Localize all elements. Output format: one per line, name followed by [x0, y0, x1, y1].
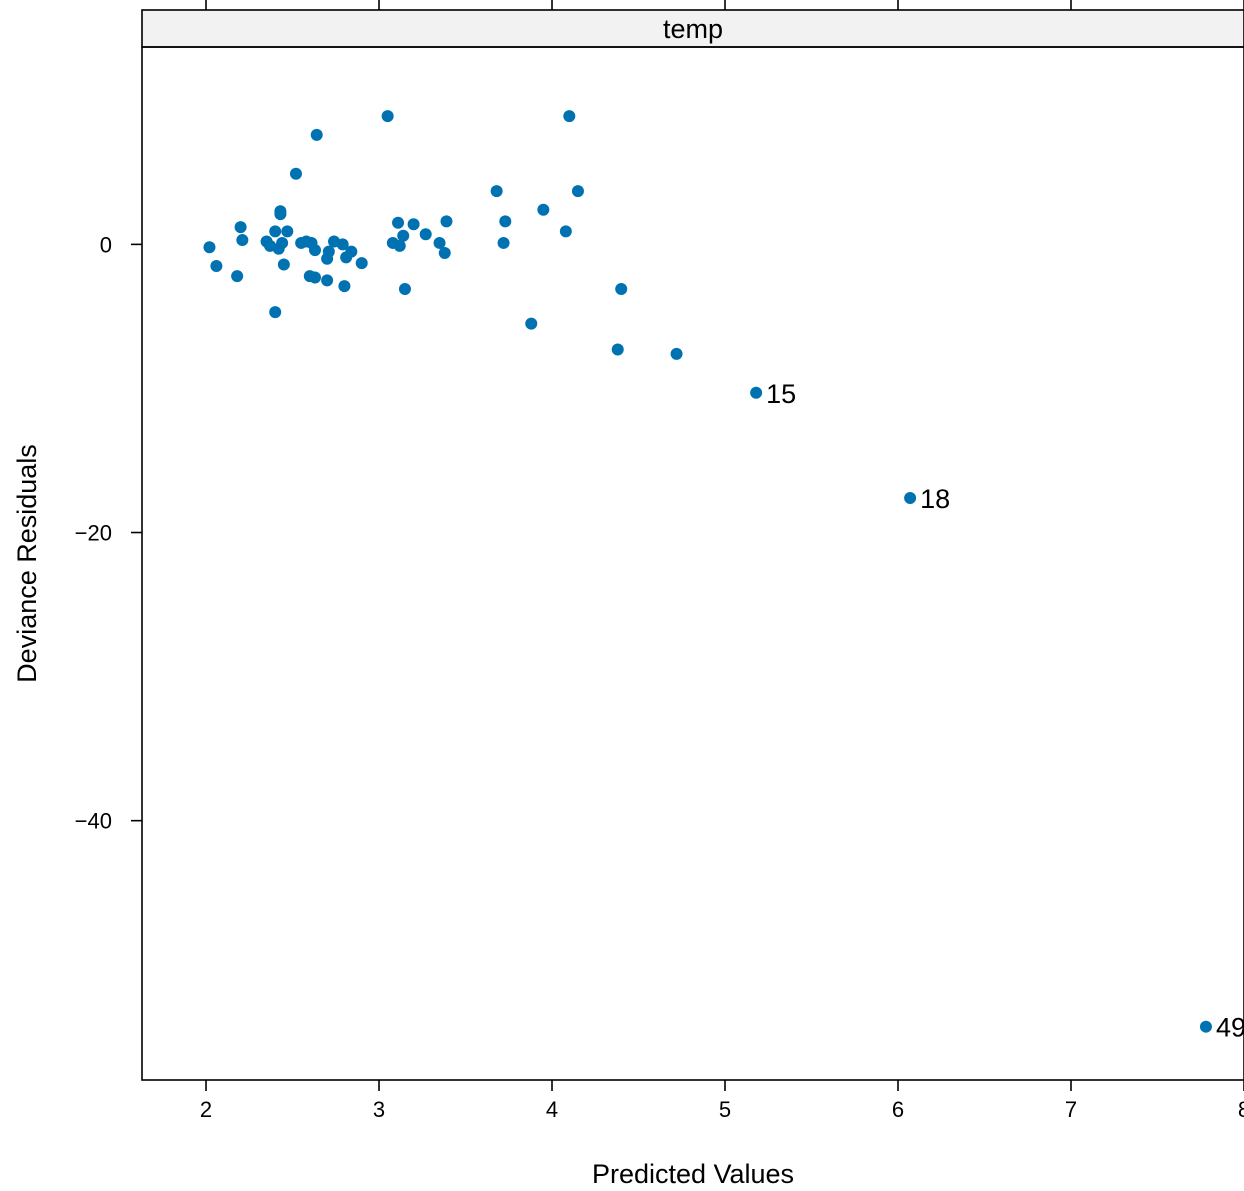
- data-point: [419, 228, 432, 241]
- data-point: [392, 216, 405, 229]
- data-point: [499, 215, 512, 228]
- y-axis: 0 −20 −40: [75, 232, 142, 834]
- data-point: [310, 128, 323, 141]
- data-point: [231, 270, 244, 283]
- data-point: [322, 245, 335, 258]
- panel-title: temp: [663, 14, 723, 44]
- data-point: [563, 110, 576, 123]
- x-tick-label: 4: [546, 1097, 558, 1122]
- data-point: [336, 238, 349, 251]
- data-point: [289, 167, 302, 180]
- x-tick-label: 2: [200, 1097, 212, 1122]
- panel-strip: temp: [141, 9, 1244, 48]
- data-point: [571, 185, 584, 198]
- panel-frame: [141, 46, 1244, 1081]
- data-point: [269, 306, 282, 319]
- data-point: [203, 241, 216, 254]
- data-point: [277, 258, 290, 271]
- y-axis-label: Deviance Residuals: [12, 444, 42, 683]
- data-point: [381, 110, 394, 123]
- point-label: 18: [920, 484, 950, 514]
- x-tick-label: 3: [373, 1097, 385, 1122]
- data-point: [276, 236, 289, 249]
- data-point: [750, 386, 763, 399]
- data-point: [355, 257, 368, 270]
- x-axis: 2 3 4 5 6 7 8: [200, 0, 1244, 1122]
- data-point: [670, 347, 683, 360]
- y-tick-label: −20: [75, 521, 112, 546]
- point-label: 15: [766, 379, 796, 409]
- x-tick-label: 8: [1238, 1097, 1244, 1122]
- x-axis-label: Predicted Values: [592, 1159, 794, 1189]
- data-point: [525, 317, 538, 330]
- data-point: [274, 208, 287, 221]
- data-point: [398, 283, 411, 296]
- data-point: [345, 245, 358, 258]
- data-point: [269, 225, 282, 238]
- y-tick-label: 0: [100, 232, 112, 257]
- data-point: [904, 491, 917, 504]
- data-point: [615, 283, 628, 296]
- data-point: [611, 343, 624, 356]
- data-point: [234, 221, 247, 234]
- data-point: [559, 225, 572, 238]
- data-point: [308, 244, 321, 257]
- data-point: [236, 234, 249, 247]
- x-tick-label: 5: [719, 1097, 731, 1122]
- x-tick-label: 6: [892, 1097, 904, 1122]
- data-point: [281, 225, 294, 238]
- x-tick-label: 7: [1065, 1097, 1077, 1122]
- data-points: 15 18 49: [203, 110, 1244, 1043]
- data-point: [210, 259, 223, 272]
- data-point: [497, 236, 510, 249]
- strip-background: [141, 9, 1244, 48]
- data-point: [438, 247, 451, 260]
- data-point: [407, 218, 420, 231]
- y-tick-label: −40: [75, 809, 112, 834]
- data-point: [433, 236, 446, 249]
- data-point: [308, 271, 321, 284]
- data-point: [537, 203, 550, 216]
- data-point: [338, 280, 351, 293]
- data-point: [440, 215, 453, 228]
- point-label: 49: [1216, 1013, 1244, 1043]
- data-point: [321, 274, 334, 287]
- data-point: [1199, 1020, 1212, 1033]
- data-point: [397, 229, 410, 242]
- data-point: [490, 185, 503, 198]
- data-point: [393, 239, 406, 252]
